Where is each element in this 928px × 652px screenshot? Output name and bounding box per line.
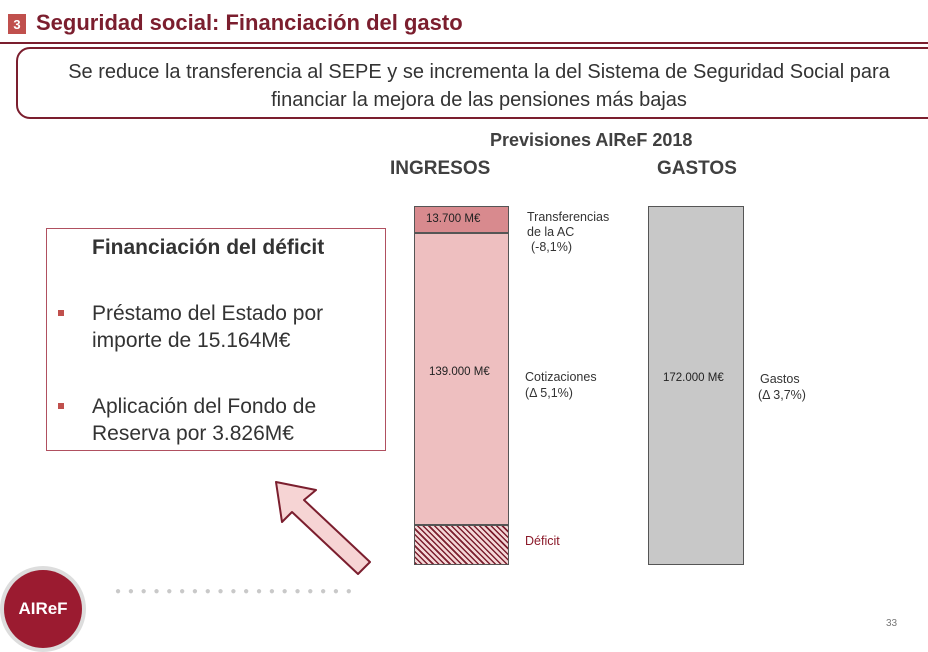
title-divider [0, 42, 928, 44]
transfer-label: Transferencias [527, 210, 610, 224]
column-heading-gastos: GASTOS [657, 158, 737, 179]
cotizaciones-label: Cotizaciones [525, 370, 597, 384]
page-title: Seguridad social: Financiación del gasto [36, 10, 463, 35]
bar-segment-transferencias [414, 206, 509, 233]
gastos-change: (Δ 3,7%) [758, 388, 806, 402]
transfer-label: de la AC [527, 225, 575, 239]
column-heading-ingresos: INGRESOS [390, 158, 491, 179]
deficit-box-title: Financiación del déficit [92, 236, 325, 259]
bar-segment-cotizaciones [414, 233, 509, 525]
airef-logo: AIReF [4, 570, 82, 648]
subtitle-text: Se reduce la transferencia al SEPE y se … [68, 61, 890, 111]
section-number-badge: 3 [8, 14, 26, 34]
gastos-value: 172.000 M€ [663, 372, 724, 384]
bar-segment-gastos [648, 206, 744, 565]
bullet-item: Préstamo del Estado por importe de 15.16… [92, 302, 324, 352]
cotizaciones-change: (Δ 5,1%) [525, 386, 573, 400]
bar-segment-deficit [414, 525, 509, 565]
bullet-icon [58, 310, 64, 316]
cotizaciones-value: 139.000 M€ [429, 366, 490, 378]
bullet-icon [58, 403, 64, 409]
transfer-change: (-8,1%) [531, 240, 572, 254]
gastos-label: Gastos [760, 372, 800, 386]
subtitle-box [16, 47, 928, 119]
transfer-value: 13.700 M€ [426, 213, 481, 225]
deficit-label: Déficit [525, 534, 560, 548]
decorative-dots: ● ● ● ● ● ● ● ● ● ● ● ● ● ● ● ● ● ● ● [115, 586, 354, 597]
deficit-financing-box [46, 228, 386, 451]
page-number: 33 [886, 618, 898, 629]
arrow-icon [275, 481, 371, 575]
forecast-heading: Previsiones AIReF 2018 [490, 130, 693, 150]
bullet-item: Aplicación del Fondo de Reserva por 3.82… [92, 395, 317, 445]
